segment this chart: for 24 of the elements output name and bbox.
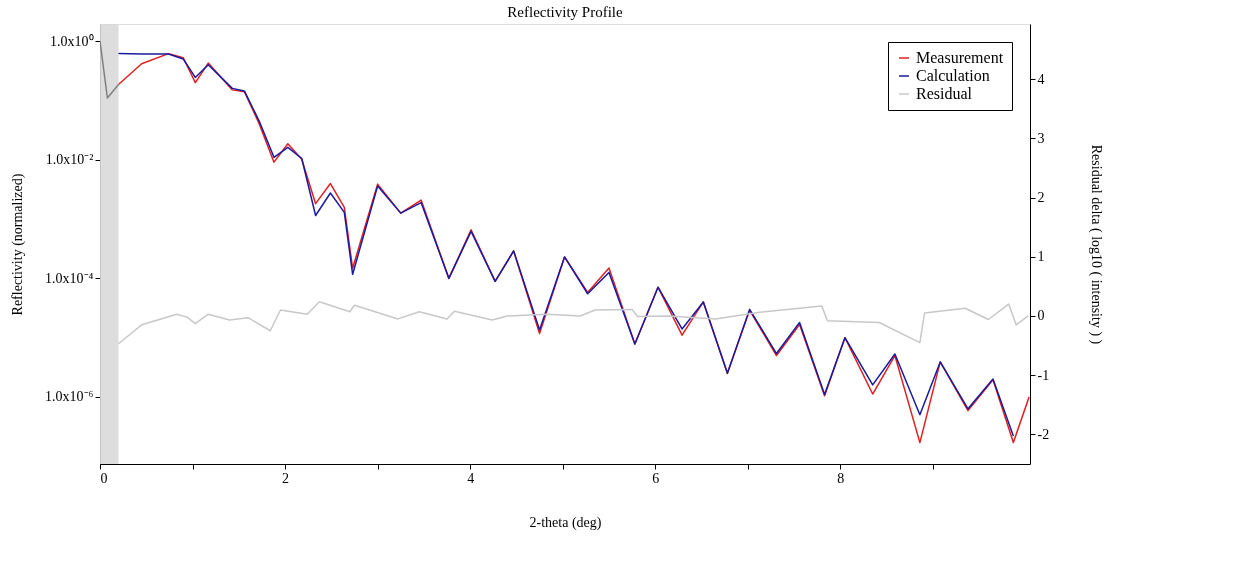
y2-tick-label: -1	[1037, 367, 1050, 383]
y-tick-label: 1.0x10⁰	[50, 33, 94, 49]
x-tick-label: 0	[100, 470, 108, 486]
legend-label: Calculation	[916, 67, 990, 84]
x-axis-title: 2-theta (deg)	[529, 514, 602, 531]
y2-tick-label: 3	[1037, 130, 1045, 146]
x-tick-label: 4	[467, 470, 475, 486]
line-series	[117, 300, 1029, 345]
y2-tick-label: 0	[1037, 308, 1045, 324]
x-tick-label: 6	[652, 470, 660, 486]
y-tick-label: 1.0x10⁻⁶	[45, 389, 94, 405]
legend-label: Residual	[916, 85, 973, 102]
y-tick-label: 1.0x10⁻⁴	[45, 270, 94, 286]
y2-tick-label: 2	[1037, 190, 1045, 206]
x-tick-label: 2	[282, 470, 290, 486]
legend-label: Measurement	[916, 49, 1004, 66]
y-tick-label: 1.0x10⁻²	[45, 152, 94, 168]
y2-tick-label: 1	[1037, 249, 1045, 265]
y2-tick-label: -2	[1037, 426, 1050, 442]
x-tick-label: 8	[837, 470, 845, 486]
y2-axis-title: Residual delta ( log10 ( intensity ) )	[1088, 144, 1105, 345]
y2-tick-label: 4	[1037, 71, 1045, 87]
chart-title: Reflectivity Profile	[507, 4, 624, 20]
y-axis-title: Reflectivity (normalized)	[10, 173, 27, 316]
